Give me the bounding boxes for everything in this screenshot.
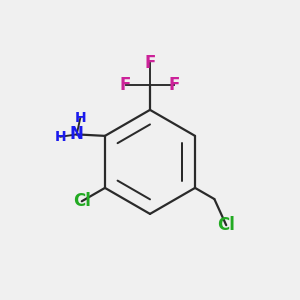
Text: Cl: Cl	[73, 192, 91, 210]
Text: F: F	[169, 76, 180, 94]
Text: F: F	[120, 76, 131, 94]
Text: H: H	[55, 130, 66, 144]
Text: N: N	[70, 125, 84, 143]
Text: Cl: Cl	[217, 216, 235, 234]
Text: F: F	[144, 54, 156, 72]
Text: H: H	[74, 111, 86, 125]
